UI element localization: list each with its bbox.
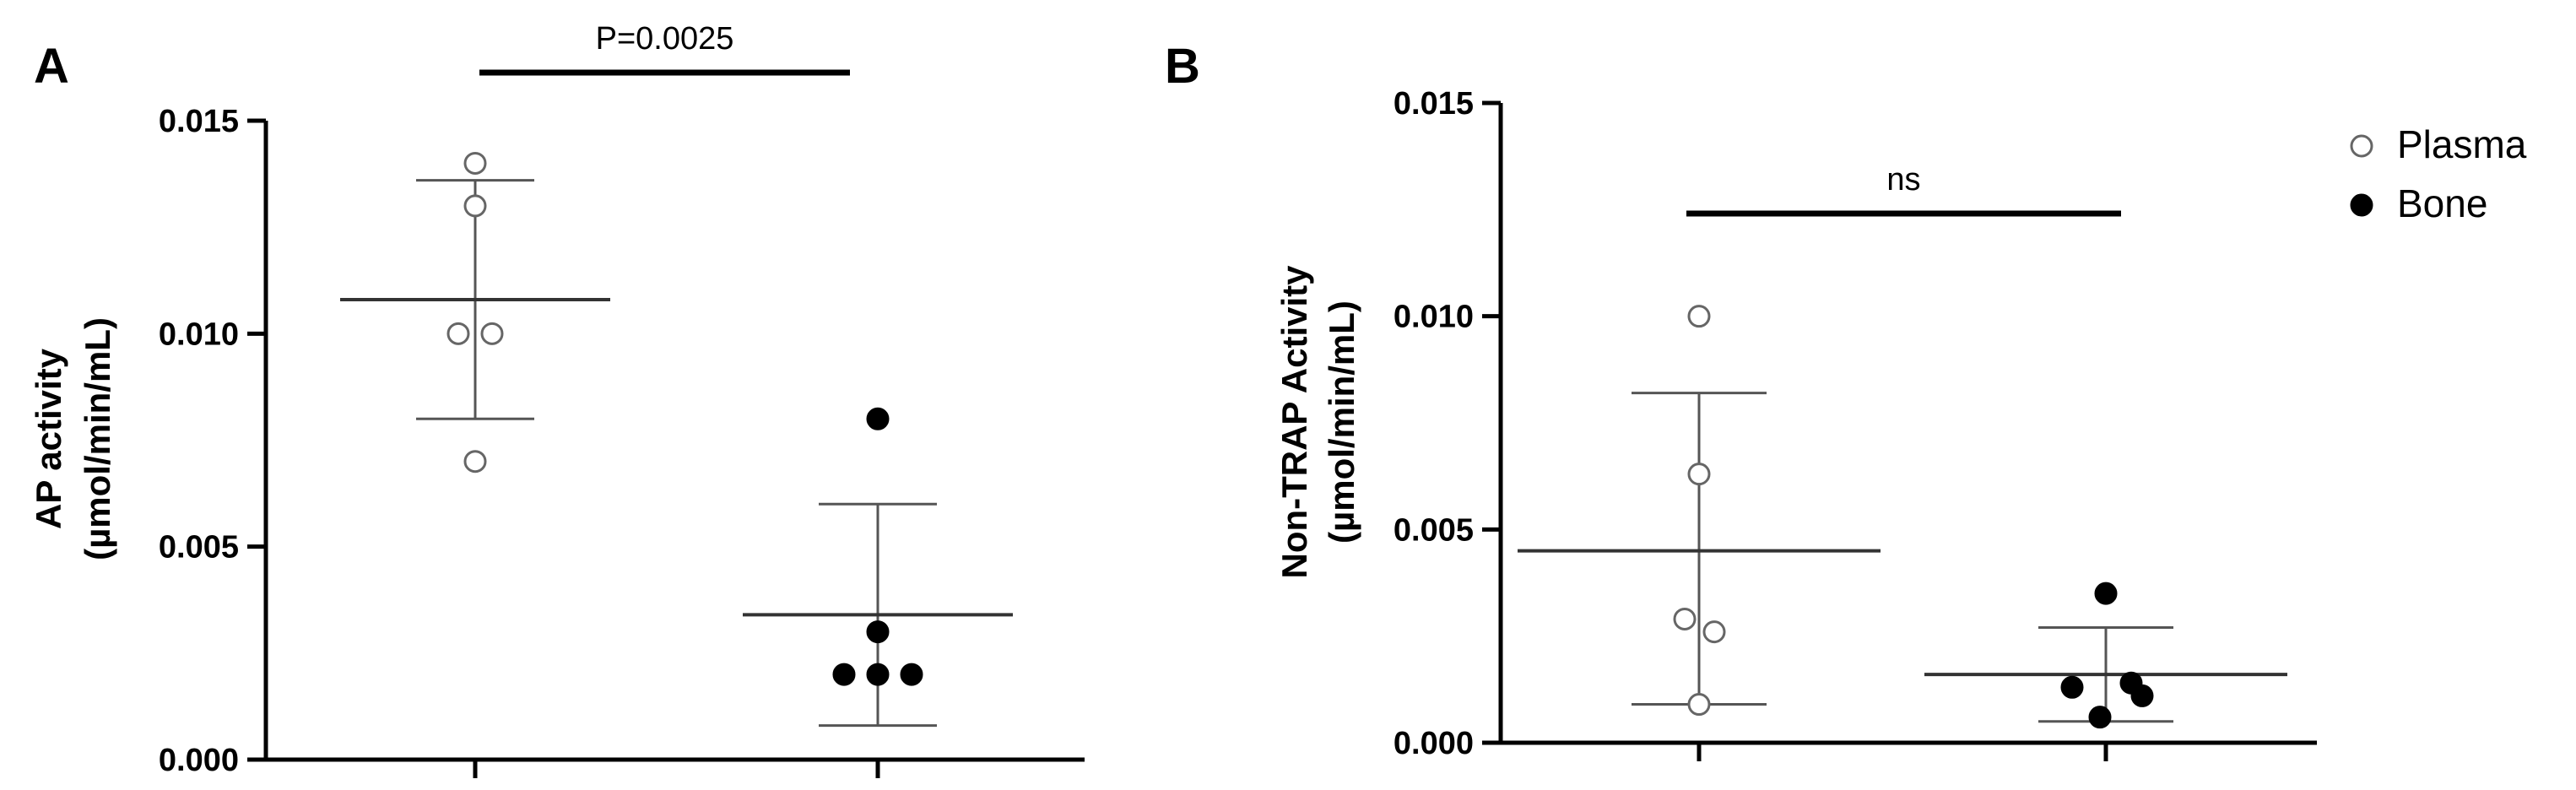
panel-b-plasma-point — [1673, 607, 1697, 630]
panel-a-plasma-point — [446, 322, 470, 345]
panel-a-y-tick-label: 0.015 — [159, 104, 239, 139]
panel-b-y-tick-label: 0.005 — [1394, 512, 1474, 548]
panel-a-plasma-point — [463, 151, 487, 175]
panel-b-plasma-point — [1687, 463, 1711, 486]
panel-a-y-tick-label: 0.005 — [159, 530, 239, 565]
panel-b-bone-point — [2088, 706, 2112, 729]
panel-a-bone-point — [832, 663, 856, 686]
panel-a-plasma-point — [480, 322, 504, 345]
legend-marker-bone — [2350, 193, 2373, 217]
panel-a-letter: A — [34, 39, 69, 94]
panel-a-plasma-point — [463, 450, 487, 473]
panel-a-plasma-point — [463, 194, 487, 218]
panel-a-bone-point — [866, 663, 890, 686]
panel-a-y-tick-label: 0.000 — [159, 743, 239, 778]
legend-label-bone: Bone — [2397, 181, 2487, 225]
panel-a-bone-point — [900, 663, 923, 686]
panel-b-bone-point — [2130, 684, 2154, 707]
panel-b-y-tick-label: 0.010 — [1394, 300, 1474, 335]
legend-label-plasma: Plasma — [2397, 122, 2527, 166]
legend-marker-plasma — [2350, 134, 2373, 158]
panel-b-y-axis-title: Non-TRAP Activity — [1274, 265, 1314, 579]
panel-a-bone-point — [866, 407, 890, 430]
panel-a-significance-label: P=0.0025 — [596, 21, 734, 57]
panel-b-significance-label: ns — [1886, 162, 1920, 198]
panel-b-plasma-point — [1702, 620, 1726, 644]
panel-b-y-tick-label: 0.000 — [1394, 726, 1474, 761]
panel-a-y-tick-label: 0.010 — [159, 317, 239, 352]
panel-b-bone-point — [2060, 675, 2084, 699]
panel-b-plasma-point — [1687, 305, 1711, 328]
panel-b-letter: B — [1165, 39, 1200, 94]
panel-a-bone-point — [866, 620, 890, 644]
panel-b-bone-point — [2094, 582, 2118, 605]
panel-a-y-axis-units: (µmol/min/mL) — [78, 317, 117, 560]
panel-a-y-axis-title: AP activity — [29, 348, 68, 529]
panel-b-plasma-point — [1687, 693, 1711, 717]
panel-b-y-tick-label: 0.015 — [1394, 86, 1474, 122]
panel-b-y-axis-units: (µmol/min/mL) — [1322, 300, 1361, 544]
